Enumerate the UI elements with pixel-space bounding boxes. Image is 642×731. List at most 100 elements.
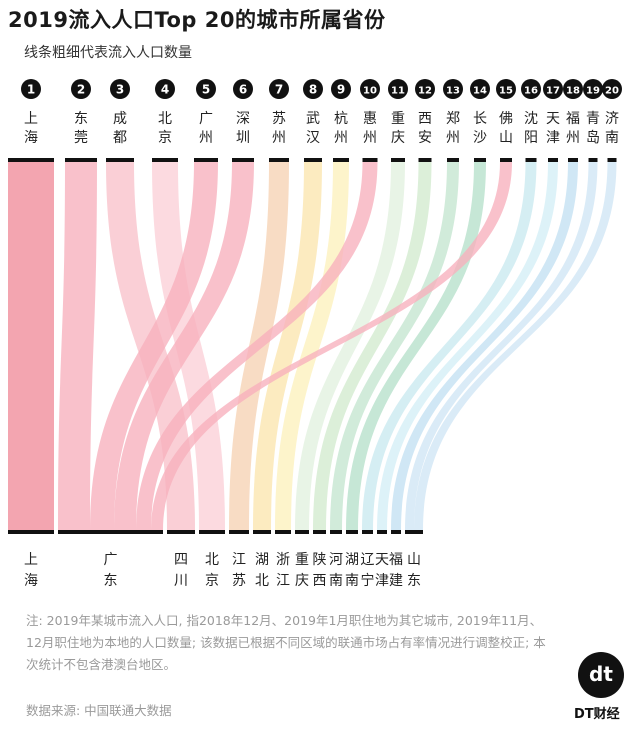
rank-number: 11 [391, 86, 405, 97]
city-label: 州 [272, 130, 286, 146]
rank-number: 2 [77, 83, 85, 97]
province-label: 建 [389, 573, 403, 589]
city-label: 津 [546, 130, 560, 146]
province-label: 天 [375, 552, 389, 568]
brand-logo: dt [578, 652, 624, 698]
city-bar [8, 158, 54, 162]
province-label: 海 [24, 573, 38, 589]
city-bar [500, 158, 512, 162]
province-label: 东 [104, 573, 118, 589]
rank-badge [443, 79, 463, 99]
city-bar [333, 158, 349, 162]
province-label: 南 [329, 573, 343, 589]
province-label: 江 [232, 552, 246, 568]
city-label: 州 [566, 130, 580, 146]
rank-badge [196, 79, 216, 99]
province-label: 浙 [276, 552, 290, 568]
city-label: 武 [306, 111, 320, 127]
province-label: 庆 [295, 573, 309, 589]
city-label: 重 [391, 111, 405, 127]
province-label: 上 [24, 552, 38, 568]
city-nodes: 1 上海 2 东莞 3 成都 4 北京 5 广州 6 深圳 7 苏州 8 武汉 9 杭州 10 惠州 11 重庆 12 西安 1… [8, 79, 622, 162]
city-label: 安 [418, 130, 432, 146]
flow-福州 [391, 162, 578, 530]
flow-佛山 [151, 162, 512, 530]
city-label: 苏 [272, 111, 286, 127]
city-label: 东 [74, 111, 88, 127]
rank-number: 18 [566, 86, 580, 97]
chart-title: 2019流入人口Top 20的城市所属省份 [8, 8, 386, 32]
city-label: 杭 [334, 111, 348, 127]
city-label: 阳 [524, 130, 538, 146]
province-bar [313, 530, 326, 534]
city-bar [269, 158, 289, 162]
city-label: 佛 [499, 111, 513, 127]
city-label: 深 [236, 111, 250, 127]
city-label: 岛 [586, 130, 600, 146]
city-label: 福 [566, 111, 580, 127]
rank-badge [470, 79, 490, 99]
rank-number: 5 [202, 83, 210, 97]
rank-number: 3 [116, 83, 124, 97]
city-bar [418, 158, 432, 162]
province-bar [58, 530, 163, 534]
rank-number: 8 [309, 83, 317, 97]
province-label: 南 [345, 573, 359, 589]
province-bar [346, 530, 358, 534]
province-bar [330, 530, 342, 534]
flow-长沙 [346, 162, 486, 530]
province-label: 京 [205, 573, 219, 589]
province-bar [405, 530, 423, 534]
province-label: 宁 [361, 572, 375, 589]
city-label: 青 [586, 111, 600, 127]
province-label: 湖 [345, 552, 359, 568]
flow-上海 [8, 162, 54, 530]
province-label: 东 [407, 573, 421, 589]
province-bar [377, 530, 387, 534]
city-label: 州 [199, 130, 213, 146]
city-bar [391, 158, 405, 162]
rank-number: 9 [337, 83, 345, 97]
province-bar [229, 530, 249, 534]
city-label: 惠 [363, 111, 377, 127]
province-label: 辽 [361, 552, 375, 568]
city-label: 广 [199, 111, 213, 127]
province-label: 津 [375, 573, 389, 589]
province-bar [295, 530, 309, 534]
province-label: 陕 [313, 552, 327, 568]
flow-济南 [414, 162, 617, 530]
province-label: 山 [407, 552, 421, 568]
city-bar [474, 158, 486, 162]
province-label: 福 [389, 552, 403, 568]
flow-天津 [377, 162, 558, 530]
city-label: 南 [605, 130, 619, 146]
city-label: 山 [499, 130, 513, 146]
city-label: 莞 [74, 130, 88, 146]
city-bar [304, 158, 322, 162]
city-label: 庆 [391, 130, 405, 146]
city-label: 济 [605, 111, 619, 127]
flow-青岛 [405, 162, 598, 530]
province-label: 四 [174, 552, 188, 568]
city-label: 京 [158, 130, 172, 146]
city-bar [607, 158, 617, 162]
rank-badge [415, 79, 435, 99]
province-bar [8, 530, 54, 534]
rank-number: 19 [586, 86, 600, 97]
city-label: 海 [24, 130, 38, 146]
city-label: 都 [113, 130, 127, 146]
rank-badge [496, 79, 516, 99]
rank-badge [331, 79, 351, 99]
rank-badge [602, 79, 622, 99]
city-label: 郑 [446, 111, 460, 127]
rank-number: 6 [239, 83, 247, 97]
rank-number: 14 [473, 86, 487, 97]
data-source: 数据来源: 中国联通大数据 [26, 703, 172, 718]
province-label: 江 [276, 573, 290, 589]
flow-沈阳 [362, 162, 537, 530]
chart-subtitle: 线条粗细代表流入人口数量 [24, 45, 192, 61]
rank-number: 13 [446, 86, 460, 97]
rank-number: 20 [605, 86, 619, 97]
sankey-chart: 1上海2东莞3成都4北京5广州6深圳7苏州8武汉9杭州10惠州11重庆12西安1… [8, 79, 622, 589]
city-label: 沙 [473, 130, 487, 146]
